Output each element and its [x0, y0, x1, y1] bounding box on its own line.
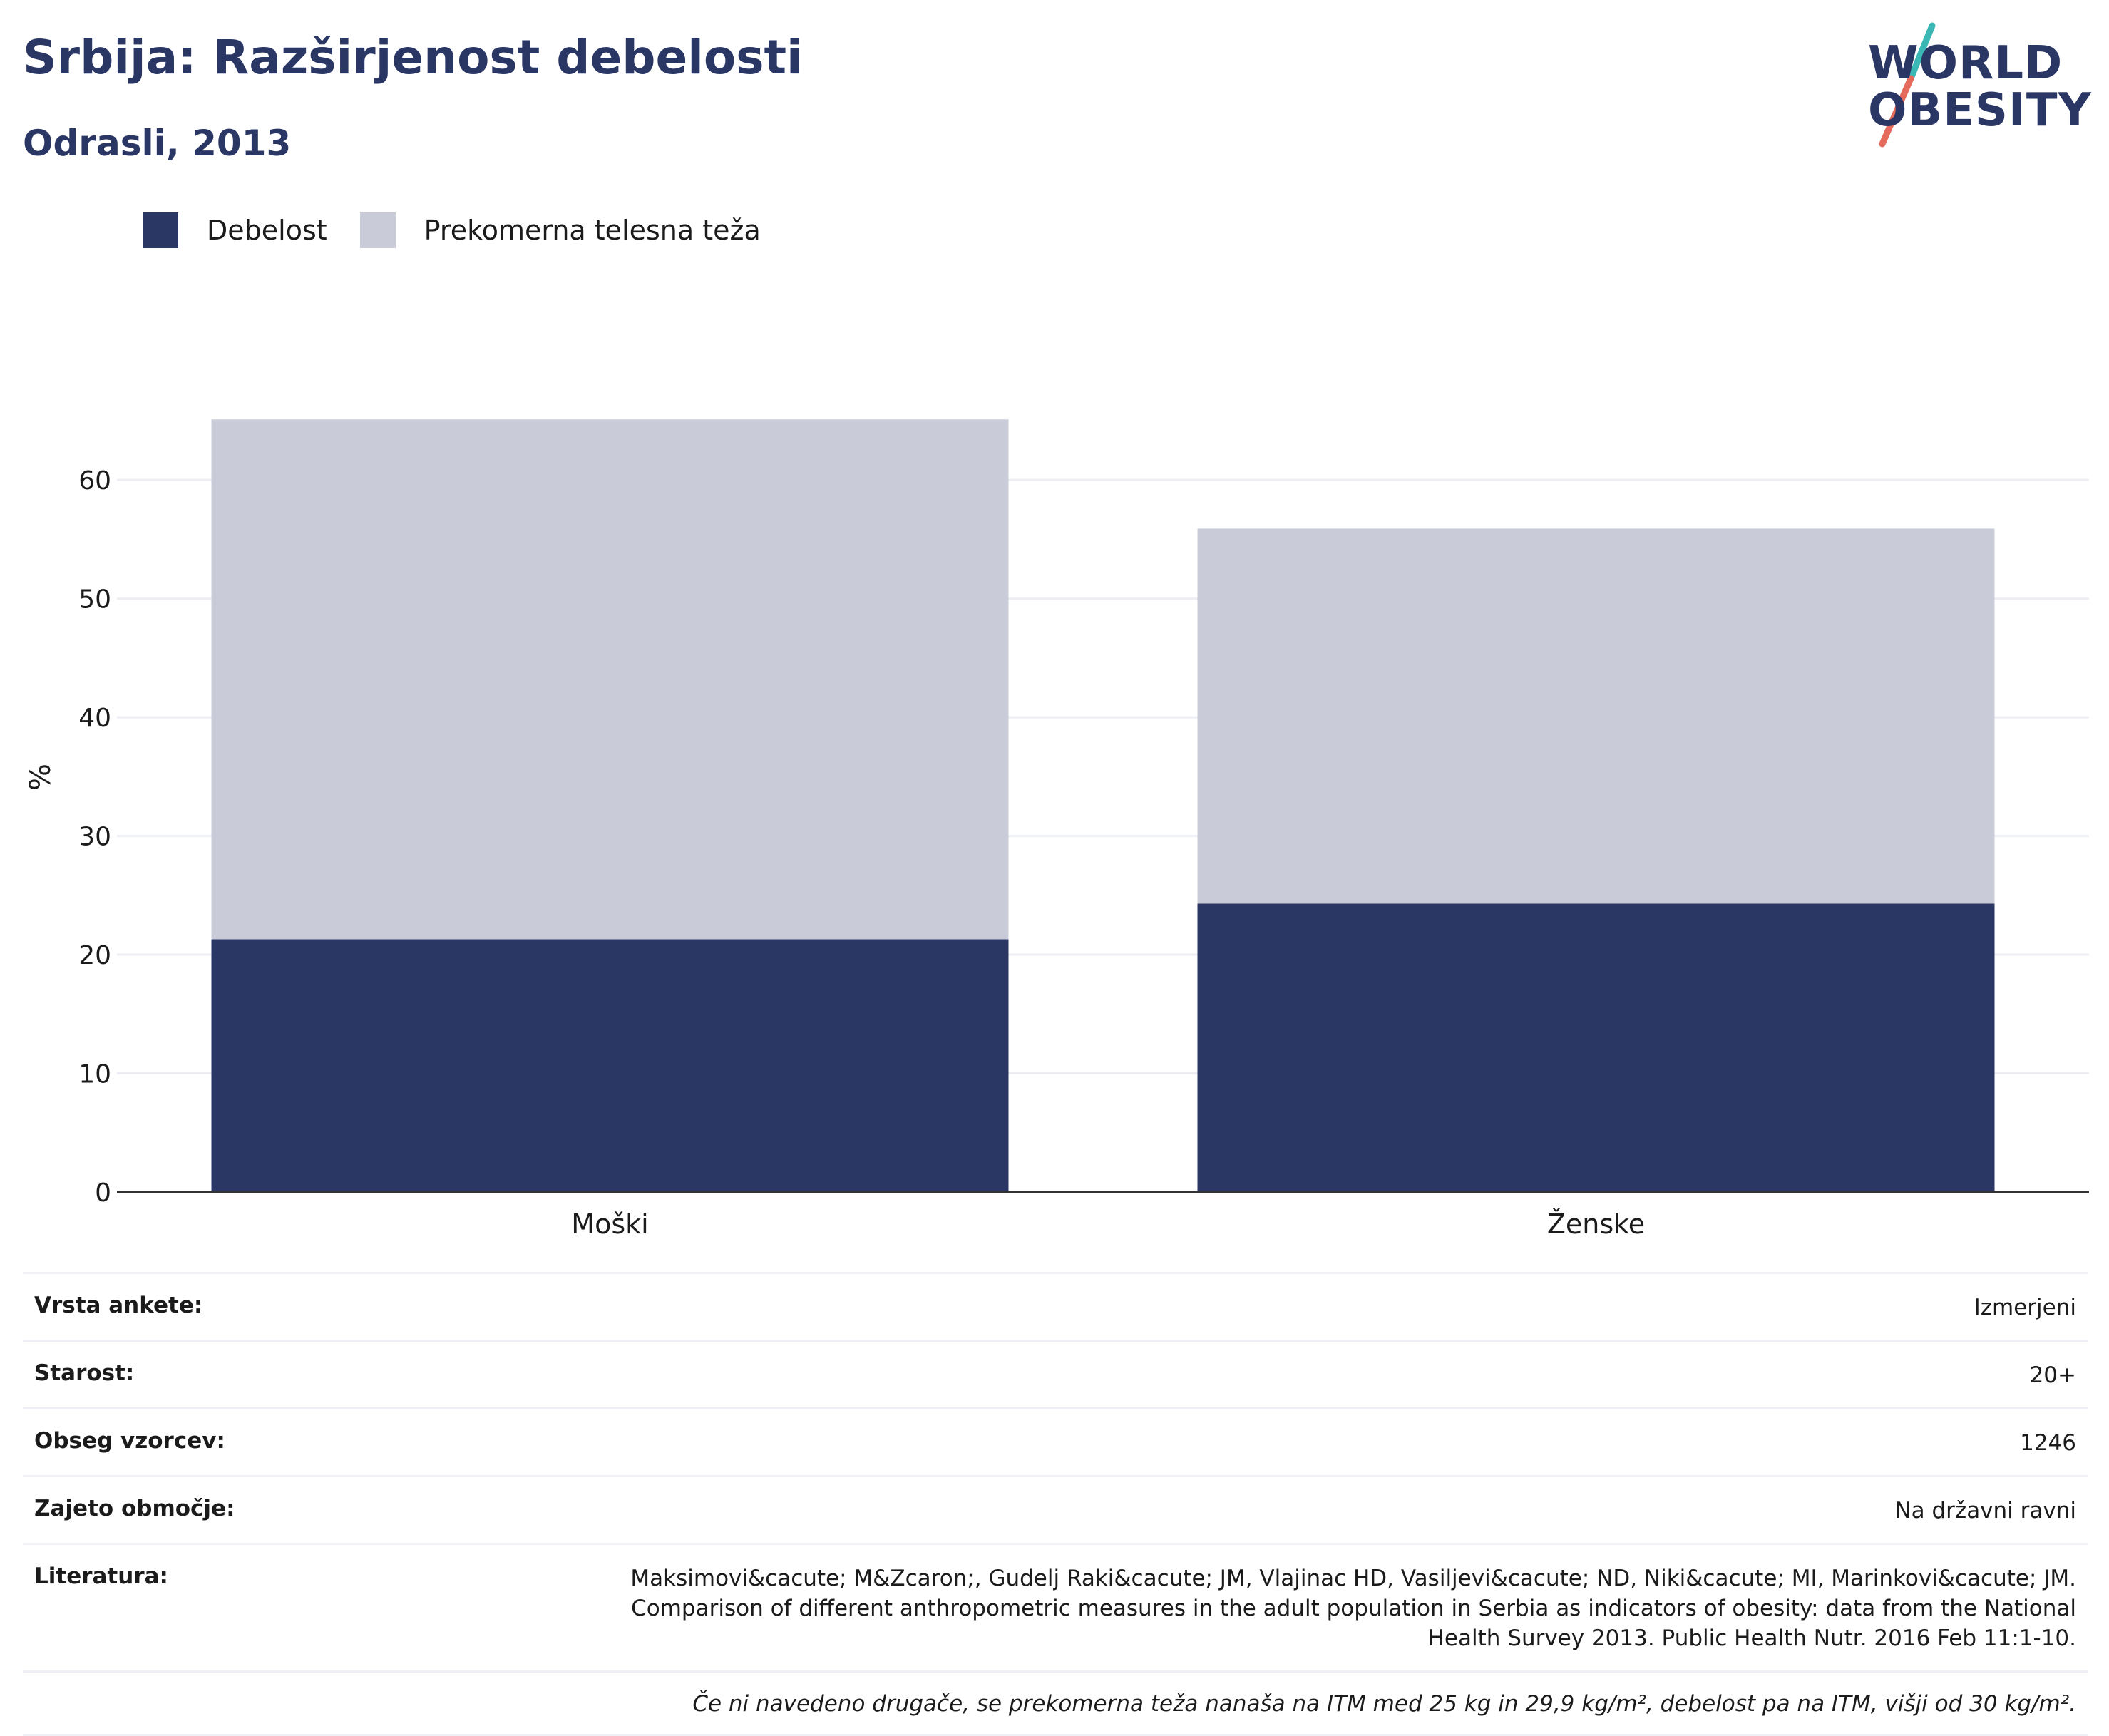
y-tick-label: 20: [78, 941, 111, 970]
footnote-text: Če ni navedeno drugače, se prekomerna te…: [692, 1691, 2076, 1717]
y-axis-label: %: [24, 764, 57, 791]
chart-subtitle: Odrasli, 2013: [23, 123, 292, 164]
info-row-sample-size: Obseg vzorcev: 1246: [23, 1407, 2088, 1475]
bar-prekomerna-1: [1197, 528, 1995, 904]
logo-word-obesity: OBESITY: [1868, 84, 2092, 137]
world-obesity-logo: WORLD OBESITY: [1861, 21, 2092, 150]
y-tick-label: 0: [95, 1178, 111, 1208]
y-tick-label: 50: [78, 585, 111, 615]
legend-item-prekomerna[interactable]: Prekomerna telesna teža: [359, 212, 761, 248]
info-row-coverage: Zajeto območje: Na državni ravni: [23, 1475, 2088, 1543]
chart-title: Srbija: Razširjenost debelosti: [23, 30, 803, 85]
legend-label-debelost: Debelost: [207, 215, 327, 246]
info-value: Na državni ravni: [1894, 1498, 2076, 1524]
logo-word-world: WORLD: [1868, 37, 2063, 90]
x-tick-label: Ženske: [1547, 1208, 1645, 1240]
info-row-age: Starost: 20+: [23, 1340, 2088, 1407]
logo-slash-icon: [1879, 22, 1936, 148]
info-value: 20+: [2029, 1362, 2076, 1388]
info-key: Obseg vzorcev:: [34, 1428, 225, 1454]
y-tick-label: 10: [78, 1060, 111, 1089]
legend-label-prekomerna: Prekomerna telesna teža: [424, 215, 761, 246]
info-key: Vrsta ankete:: [34, 1293, 203, 1318]
info-key: Zajeto območje:: [34, 1496, 235, 1521]
stacked-bar-chart: 0 10 20 30 40 50 60% Moški Ženske: [24, 419, 2089, 1240]
legend-swatch-debelost: [143, 212, 178, 248]
info-row-reference: Literatura: Maksimovi&cacute; M&Zcaron;,…: [23, 1543, 2088, 1670]
bar-debelost-1: [1197, 903, 1995, 1192]
chart-legend: Debelost Prekomerna telesna teža: [143, 212, 794, 248]
info-value-reference: Maksimovi&cacute; M&Zcaron;, Gudelj Raki…: [630, 1566, 2076, 1651]
info-value: Izmerjeni: [1974, 1295, 2076, 1320]
info-value: 1246: [2020, 1430, 2076, 1456]
info-key: Literatura:: [34, 1563, 168, 1589]
x-tick-label: Moški: [571, 1208, 648, 1240]
bar-prekomerna-0: [211, 419, 1009, 940]
bar-debelost-0: [211, 939, 1009, 1192]
y-tick-label: 40: [78, 704, 111, 733]
y-tick-label: 30: [78, 823, 111, 852]
legend-item-debelost[interactable]: Debelost: [143, 212, 327, 248]
y-tick-label: 60: [78, 466, 111, 495]
survey-info-table: Vrsta ankete: Izmerjeni Starost: 20+ Obs…: [23, 1272, 2088, 1736]
legend-swatch-prekomerna: [359, 212, 396, 248]
info-key: Starost:: [34, 1360, 135, 1386]
info-footnote: Če ni navedeno drugače, se prekomerna te…: [23, 1670, 2088, 1736]
info-row-survey-type: Vrsta ankete: Izmerjeni: [23, 1272, 2088, 1340]
